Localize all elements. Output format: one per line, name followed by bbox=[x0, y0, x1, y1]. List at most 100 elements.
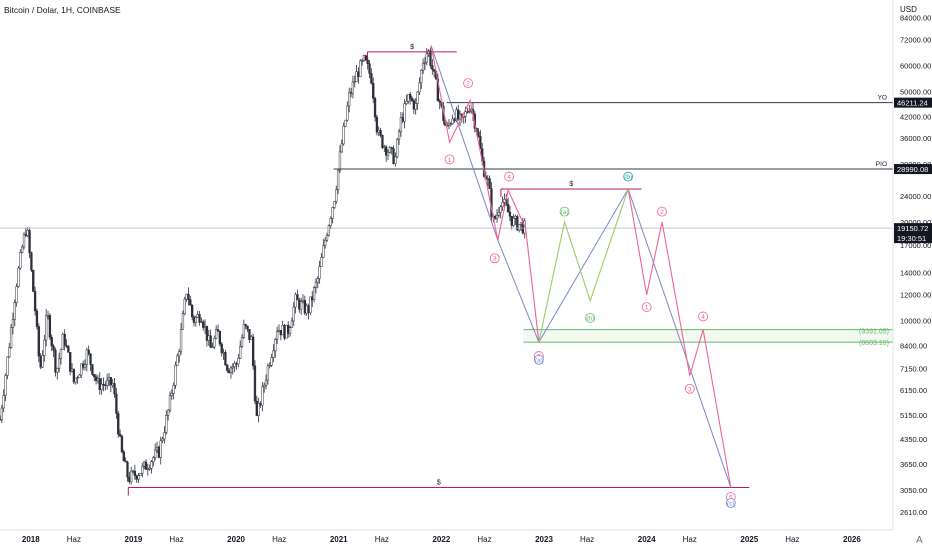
candle-body bbox=[155, 446, 159, 451]
candle-body bbox=[414, 103, 417, 110]
candle-body bbox=[194, 316, 197, 323]
candle-body bbox=[292, 306, 295, 322]
candle-body bbox=[447, 123, 451, 126]
candle-body bbox=[133, 470, 137, 476]
dollar-label: $ bbox=[437, 479, 441, 486]
x-tick-label: 2022 bbox=[432, 535, 450, 544]
candle-body bbox=[336, 169, 340, 191]
candle-body bbox=[362, 55, 366, 61]
y-tick-label: 4350.00 bbox=[900, 435, 927, 444]
x-tick-label: 2019 bbox=[125, 535, 143, 544]
candle-body bbox=[196, 314, 199, 318]
wave-label-text: 2 bbox=[660, 209, 664, 216]
candle-body bbox=[383, 146, 386, 148]
candle-body bbox=[56, 367, 59, 373]
candle-body bbox=[237, 358, 240, 365]
y-tick-label: 2610.00 bbox=[900, 508, 927, 517]
candle-body bbox=[514, 216, 517, 219]
candle-body bbox=[458, 113, 462, 120]
candle-body bbox=[253, 365, 257, 402]
candle-body bbox=[209, 335, 212, 348]
wave-label-circle bbox=[504, 171, 515, 182]
candle-body bbox=[316, 278, 319, 283]
candle-body bbox=[386, 152, 390, 156]
candle-body bbox=[109, 377, 113, 386]
y-tick-label: 6150.00 bbox=[900, 386, 927, 395]
x-tick-label: Haz bbox=[272, 535, 286, 544]
candle-body bbox=[457, 109, 460, 120]
wave-label-circle bbox=[585, 312, 596, 323]
candle-body bbox=[87, 349, 90, 355]
candle-body bbox=[93, 374, 96, 378]
candle-body bbox=[468, 110, 471, 113]
x-tick-label: Haz bbox=[785, 535, 799, 544]
candle-body bbox=[142, 461, 146, 467]
candle-body bbox=[150, 461, 153, 469]
candle-body bbox=[370, 73, 373, 84]
candle-body bbox=[163, 432, 166, 440]
candle-body bbox=[32, 270, 35, 292]
wave-label-circle bbox=[533, 354, 544, 365]
candle-body bbox=[37, 326, 40, 357]
candle-body bbox=[117, 413, 120, 435]
y-tick-label: 72000.00 bbox=[900, 35, 931, 44]
candle-body bbox=[207, 335, 210, 341]
candle-body bbox=[100, 383, 103, 390]
candle-body bbox=[181, 313, 185, 330]
candle-body bbox=[126, 461, 129, 478]
candle-body bbox=[479, 136, 482, 149]
candle-body bbox=[372, 82, 375, 99]
candle-body bbox=[261, 386, 264, 406]
y-tick-label: 29990.08 bbox=[900, 160, 931, 169]
candle-body bbox=[118, 434, 122, 437]
candle-body bbox=[499, 206, 502, 213]
candle-body bbox=[314, 282, 318, 288]
y-tick-label: 5150.00 bbox=[900, 411, 927, 420]
candle-body bbox=[13, 302, 16, 320]
candle-body bbox=[320, 257, 323, 267]
candle-body bbox=[187, 293, 190, 300]
candle-body bbox=[324, 239, 327, 247]
candle-body bbox=[174, 364, 177, 386]
candle-body bbox=[91, 364, 94, 375]
candle-body bbox=[72, 368, 76, 383]
candle-body bbox=[305, 305, 308, 314]
candle-body bbox=[205, 325, 209, 341]
price-tag-text: 19150.72 bbox=[897, 224, 928, 233]
candle-body bbox=[46, 315, 50, 317]
candle-body bbox=[33, 291, 37, 312]
candle-body bbox=[270, 357, 273, 366]
candle-body bbox=[364, 55, 367, 61]
candle-body bbox=[410, 97, 414, 101]
candle-body bbox=[135, 475, 138, 480]
candle-body bbox=[120, 435, 124, 453]
candle-body bbox=[231, 366, 234, 369]
x-tick-label: 2018 bbox=[22, 535, 40, 544]
candle-body bbox=[433, 69, 436, 72]
candle-body bbox=[516, 216, 519, 231]
candle-body bbox=[161, 438, 164, 442]
candle-body bbox=[48, 315, 52, 338]
wave-label-text: 3 bbox=[688, 386, 692, 393]
candle-body bbox=[346, 105, 349, 121]
candle-body bbox=[466, 111, 469, 113]
candle-body bbox=[198, 314, 201, 323]
candle-body bbox=[192, 316, 196, 323]
x-tick-label: Haz bbox=[67, 535, 81, 544]
wave-label-circle bbox=[623, 171, 634, 182]
candle-body bbox=[353, 81, 356, 83]
candle-body bbox=[488, 178, 491, 189]
candle-body bbox=[250, 336, 253, 340]
candle-body bbox=[275, 331, 279, 340]
wave-label-circle bbox=[559, 206, 570, 217]
y-tick-label: 14000.00 bbox=[900, 269, 931, 278]
candle-body bbox=[178, 351, 181, 357]
candle-body bbox=[111, 383, 114, 386]
candle-body bbox=[327, 225, 331, 236]
candle-body bbox=[431, 65, 434, 70]
candle-body bbox=[399, 117, 403, 133]
candle-body bbox=[392, 148, 395, 164]
candle-body bbox=[15, 286, 18, 303]
